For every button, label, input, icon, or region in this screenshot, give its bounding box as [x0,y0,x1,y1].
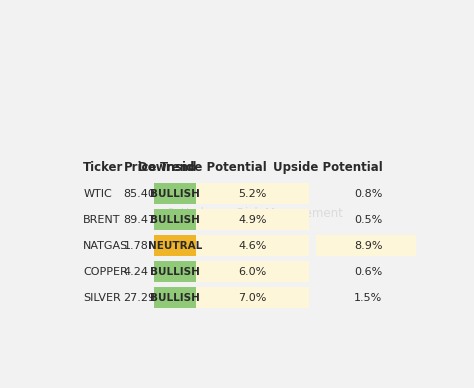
Text: 0.6%: 0.6% [354,267,383,277]
Text: 0.5%: 0.5% [354,215,383,225]
Text: BULLISH: BULLISH [150,267,200,277]
Text: 1.78: 1.78 [124,241,148,251]
FancyBboxPatch shape [316,236,416,256]
Text: BULLISH: BULLISH [150,215,200,225]
FancyBboxPatch shape [154,210,196,230]
Text: Trend: Trend [160,161,198,174]
FancyBboxPatch shape [191,288,309,308]
Text: WTIC: WTIC [83,189,112,199]
Text: 6.0%: 6.0% [238,267,267,277]
FancyBboxPatch shape [154,262,196,282]
Text: 1.5%: 1.5% [354,293,383,303]
Text: © Hedgeye Risk Management: © Hedgeye Risk Management [165,207,343,220]
Text: 0.8%: 0.8% [354,189,383,199]
FancyBboxPatch shape [154,288,196,308]
FancyBboxPatch shape [191,262,309,282]
Text: Ticker: Ticker [83,161,124,174]
Text: 89.47: 89.47 [124,215,155,225]
Text: BULLISH: BULLISH [150,189,200,199]
Text: BULLISH: BULLISH [150,293,200,303]
Text: 85.40: 85.40 [124,189,155,199]
Text: Price: Price [124,161,157,174]
Text: 4.6%: 4.6% [238,241,267,251]
Text: NEUTRAL: NEUTRAL [148,241,202,251]
FancyBboxPatch shape [191,236,309,256]
Text: SILVER: SILVER [83,293,121,303]
Text: Downside Potential: Downside Potential [138,161,267,174]
FancyBboxPatch shape [154,184,196,204]
Text: 7.0%: 7.0% [238,293,267,303]
FancyBboxPatch shape [191,210,309,230]
Text: NATGAS: NATGAS [83,241,128,251]
Text: 27.29: 27.29 [124,293,155,303]
Text: 5.2%: 5.2% [238,189,267,199]
Text: COPPER: COPPER [83,267,128,277]
Text: Upside Potential: Upside Potential [273,161,383,174]
Text: BRENT: BRENT [83,215,120,225]
FancyBboxPatch shape [154,236,196,256]
FancyBboxPatch shape [191,184,309,204]
Text: 8.9%: 8.9% [354,241,383,251]
Text: 4.24: 4.24 [124,267,148,277]
Text: 4.9%: 4.9% [238,215,267,225]
